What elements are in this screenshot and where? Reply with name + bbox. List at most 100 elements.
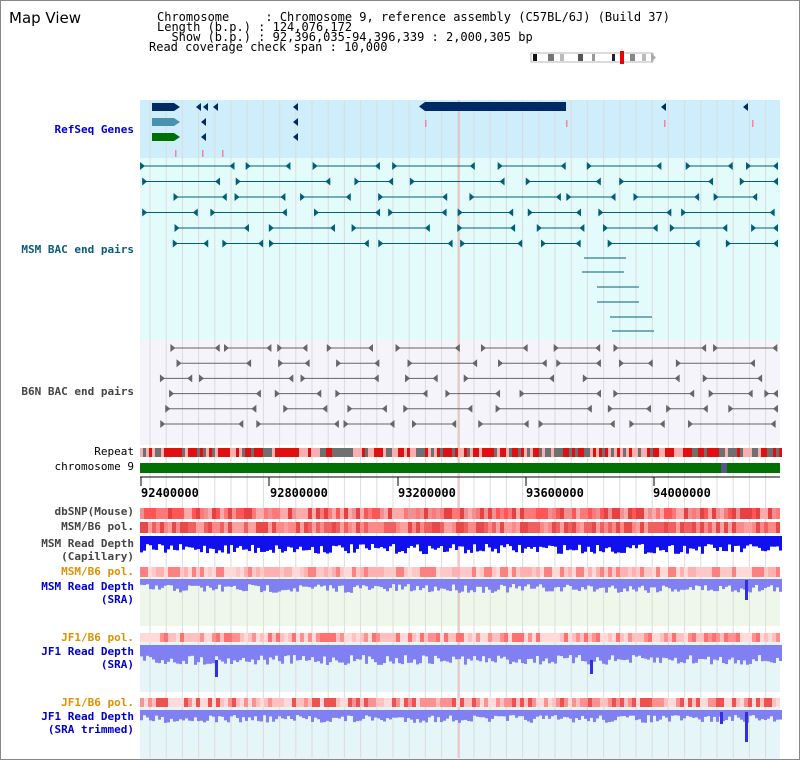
depth-bar (140, 645, 143, 657)
heat-cell (160, 698, 164, 707)
depth-bar (629, 579, 632, 587)
depth-bar (302, 710, 305, 718)
heat-cell (492, 633, 496, 642)
track-label-msm-depth-capillary-sub: (Capillary) (61, 550, 134, 563)
heat-cell (456, 508, 460, 519)
depth-bar (776, 645, 779, 658)
depth-bar (566, 536, 569, 551)
heat-cell (548, 567, 552, 577)
depth-bar (194, 579, 197, 586)
depth-bar (422, 645, 425, 656)
heat-cell (376, 698, 380, 707)
depth-bar (449, 579, 452, 592)
depth-bar (530, 710, 533, 723)
repeat-segment (533, 448, 536, 457)
heat-cell (412, 567, 416, 577)
heat-cell (652, 522, 656, 533)
depth-bar (584, 710, 587, 719)
depth-bar (698, 579, 701, 587)
heat-cell (156, 508, 160, 519)
heat-cell (676, 633, 680, 642)
gene-block (152, 133, 174, 141)
depth-bar (245, 579, 248, 591)
heat-cell (740, 522, 744, 533)
heat-cell (720, 698, 724, 707)
heat-cell (664, 698, 668, 707)
depth-bar (734, 710, 737, 716)
depth-bar (620, 645, 623, 660)
depth-bar (422, 710, 425, 721)
heat-cell (516, 633, 520, 642)
repeat-segment (254, 448, 257, 457)
heat-cell (656, 522, 660, 533)
heat-cell (160, 633, 164, 642)
heat-cell (216, 522, 220, 533)
heat-cell (384, 522, 388, 533)
heat-cell (316, 522, 320, 533)
depth-bar (680, 579, 683, 590)
chromosome-bar (140, 463, 780, 473)
depth-bar (407, 579, 410, 585)
depth-bar (386, 710, 389, 719)
depth-bar (275, 710, 278, 720)
depth-bar (152, 645, 155, 660)
heat-cell (696, 633, 700, 642)
depth-bar (722, 536, 725, 551)
track-label-dbsnp: dbSNP(Mouse) (54, 505, 134, 518)
depth-bar (497, 645, 500, 656)
heat-cell (512, 633, 516, 642)
depth-bar (749, 710, 752, 716)
heat-cell (508, 522, 512, 533)
repeat-segment (386, 448, 389, 457)
heat-cell (656, 508, 660, 519)
bac-end-marker (607, 404, 613, 413)
heat-cell (776, 522, 780, 533)
heat-cell (228, 522, 232, 533)
depth-bar (212, 710, 215, 717)
heat-cell (652, 567, 656, 577)
heat-cell (740, 633, 744, 642)
repeat-segment (281, 448, 284, 457)
depth-bar (533, 645, 536, 663)
bac-end-marker (701, 344, 707, 352)
bac-end-marker (556, 359, 562, 368)
depth-bar (374, 536, 377, 548)
depth-bar (467, 645, 470, 659)
depth-bar (731, 645, 734, 658)
depth-bar (470, 536, 473, 553)
bac-end-marker (221, 193, 227, 201)
heat-cell (764, 522, 768, 533)
heat-cell (564, 567, 568, 577)
heat-cell (428, 698, 432, 707)
depth-bar (197, 710, 200, 722)
bac-end-marker (746, 162, 752, 170)
heat-cell (508, 567, 512, 577)
depth-bar (254, 710, 257, 717)
heat-cell (396, 633, 400, 642)
track-label-msm-b6-pol-2: MSM/B6 pol. (61, 565, 134, 578)
repeat-segment (452, 448, 455, 457)
depth-bar (155, 710, 158, 716)
depth-bar (146, 579, 149, 585)
depth-bar (551, 645, 554, 662)
depth-bar (521, 645, 524, 664)
heat-cell (324, 633, 328, 642)
depth-bar (299, 645, 302, 660)
heat-cell (676, 522, 680, 533)
repeat-segment (188, 448, 191, 457)
bac-end-marker (619, 359, 625, 368)
heat-cell (628, 698, 632, 707)
depth-bar (548, 645, 551, 664)
bac-end-marker (345, 193, 351, 201)
repeat-segment (323, 448, 326, 457)
heat-cell (172, 698, 176, 707)
depth-bar (557, 579, 560, 587)
depth-bar (719, 536, 722, 548)
repeat-segment (605, 448, 608, 457)
track-label-b6n-bac: B6N BAC end pairs (21, 385, 134, 398)
depth-bar (740, 536, 743, 553)
heat-cell (424, 567, 428, 577)
heat-cell (468, 508, 472, 519)
heat-cell (504, 633, 508, 642)
